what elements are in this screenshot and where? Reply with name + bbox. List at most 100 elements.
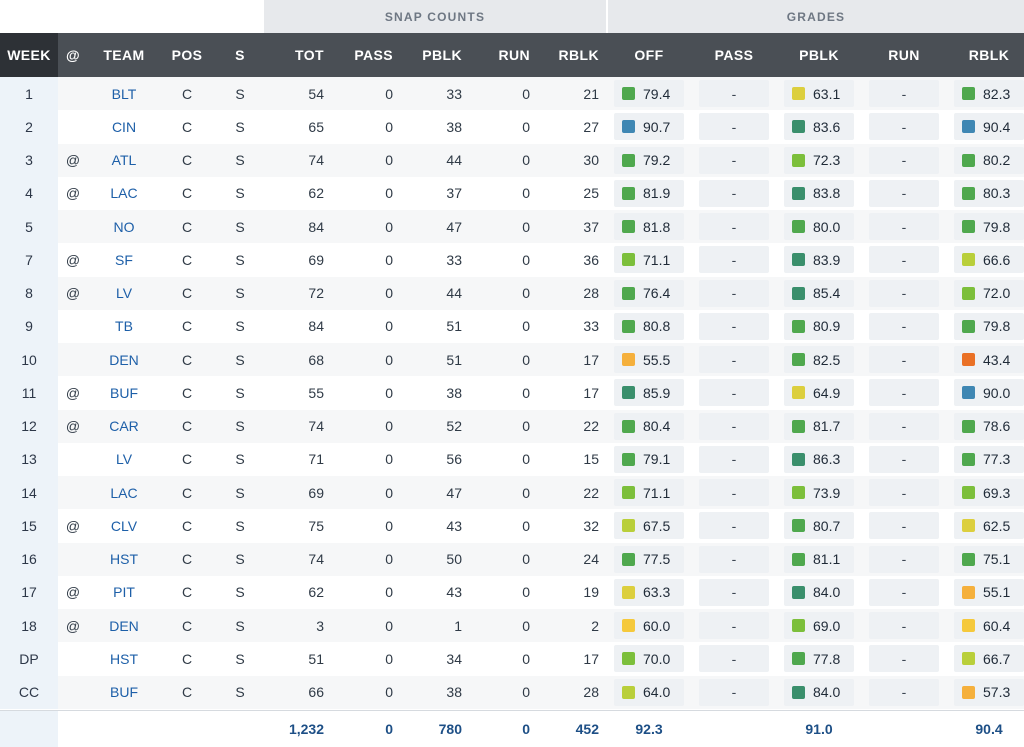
table-row[interactable]: 15 @ CLV C S 75 0 43 0 32 67.5 - 80.7 - 62.5 <box>0 509 1024 543</box>
table-row[interactable]: DP HST C S 51 0 34 0 17 70.0 - 77.8 - 66.7 <box>0 642 1024 676</box>
table-row[interactable]: 5 NO C S 84 0 47 0 37 81.8 - 80.0 - 79.8 <box>0 210 1024 244</box>
grade-rblk-cell: 79.8 <box>954 213 1024 240</box>
team-cell[interactable]: TB <box>115 318 133 335</box>
col-header-pos[interactable]: POS <box>171 47 203 63</box>
team-cell[interactable]: SF <box>115 251 133 268</box>
col-header-grade-rblk[interactable]: RBLK <box>968 47 1010 63</box>
pos-cell: C <box>181 152 193 169</box>
col-header-grade-off[interactable]: OFF <box>634 47 664 63</box>
snap-pblk-cell: 56 <box>446 451 462 468</box>
grade-off-cell: 60.0 <box>614 612 684 639</box>
grade-pass-cell: - <box>699 479 769 506</box>
s-cell: S <box>235 517 245 534</box>
grade-pass-cell: - <box>699 678 769 706</box>
grade-color-swatch <box>962 685 975 699</box>
grade-color-swatch <box>792 619 805 632</box>
grade-run-cell: - <box>869 678 939 706</box>
table-row[interactable]: 9 TB C S 84 0 51 0 33 80.8 - 80.9 - 79.8 <box>0 309 1024 343</box>
week-cell: 9 <box>0 309 58 343</box>
table-row[interactable]: 16 HST C S 74 0 50 0 24 77.5 - 81.1 - 75.1 <box>0 542 1024 576</box>
grade-pass-cell: - <box>699 312 769 340</box>
table-row[interactable]: 11 @ BUF C S 55 0 38 0 17 85.9 - 64.9 - 90.0 <box>0 376 1024 410</box>
table-row[interactable]: 3 @ ATL C S 74 0 44 0 30 79.2 - 72.3 - 80.2 <box>0 143 1024 177</box>
grade-color-swatch <box>622 386 635 400</box>
team-cell[interactable]: BUF <box>110 684 138 701</box>
grade-color-swatch <box>622 452 635 466</box>
grade-pblk-cell: 81.1 <box>784 545 854 573</box>
table-row[interactable]: 14 LAC C S 69 0 47 0 22 71.1 - 73.9 - 69.3 <box>0 476 1024 510</box>
col-header-snap-run[interactable]: RUN <box>498 47 530 63</box>
grade-color-swatch <box>622 585 635 599</box>
grade-rblk-cell: 72.0 <box>954 279 1024 307</box>
s-cell: S <box>235 152 245 169</box>
at-cell <box>58 210 88 243</box>
snap-pass-cell: 0 <box>385 451 393 468</box>
table-row[interactable]: 2 CIN C S 65 0 38 0 27 90.7 - 83.6 - 90.4 <box>0 110 1024 144</box>
team-cell[interactable]: PIT <box>113 584 135 601</box>
table-row[interactable]: 18 @ DEN C S 3 0 1 0 2 60.0 - 69.0 - 60.4 <box>0 609 1024 643</box>
grade-value: 71.1 <box>643 251 671 268</box>
table-row[interactable]: 8 @ LV C S 72 0 44 0 28 76.4 - 85.4 - 72.0 <box>0 276 1024 310</box>
table-row[interactable]: 17 @ PIT C S 62 0 43 0 19 63.3 - 84.0 - 55.1 <box>0 575 1024 609</box>
team-cell[interactable]: CLV <box>110 517 138 534</box>
team-cell[interactable]: LAC <box>110 185 138 202</box>
team-cell[interactable]: LAC <box>110 484 138 501</box>
col-header-snap-pblk[interactable]: PBLK <box>422 47 462 63</box>
col-header-week[interactable]: WEEK <box>0 33 58 77</box>
week-cell: 18 <box>0 609 58 643</box>
table-body: 1 BLT C S 54 0 33 0 21 79.4-63.1-82.3 2 CIN C S 65 0 38 0… <box>0 77 1024 709</box>
team-cell[interactable]: BUF <box>110 384 138 401</box>
team-cell[interactable]: BLT <box>111 85 137 102</box>
team-cell[interactable]: LV <box>115 451 133 468</box>
table-row[interactable]: 13 LV C S 71 0 56 0 15 79.1 - 86.3 - 77.3 <box>0 442 1024 476</box>
grade-value: 80.7 <box>813 517 841 534</box>
grade-pblk-cell: 72.3 <box>784 146 854 174</box>
col-header-grade-pblk[interactable]: PBLK <box>799 47 839 63</box>
table-row[interactable]: 7 @ SF C S 69 0 33 0 36 71.1 - 83.9 - 66.6 <box>0 243 1024 277</box>
grade-rblk-cell: 82.3 <box>954 80 1024 107</box>
grade-value: 83.6 <box>813 118 841 135</box>
s-cell: S <box>235 551 245 568</box>
grade-value: 73.9 <box>813 484 841 501</box>
col-header-tot[interactable]: TOT <box>295 47 324 63</box>
col-header-grade-run[interactable]: RUN <box>888 47 920 63</box>
tot-cell: 65 <box>308 118 324 135</box>
snap-pblk-cell: 33 <box>446 251 462 268</box>
team-cell[interactable]: HST <box>110 551 138 568</box>
week-cell: 2 <box>0 110 58 144</box>
col-header-team[interactable]: TEAM <box>103 47 145 63</box>
col-header-grade-pass[interactable]: PASS <box>714 47 754 63</box>
team-cell[interactable]: HST <box>110 650 138 667</box>
grade-off-cell: 80.8 <box>614 312 684 340</box>
grade-run-cell: - <box>869 479 939 506</box>
week-cell: 5 <box>0 210 58 244</box>
grade-value: 82.5 <box>813 351 841 368</box>
team-cell[interactable]: DEN <box>109 617 139 634</box>
col-header-at[interactable]: @ <box>65 47 81 63</box>
snap-pass-cell: 0 <box>385 684 393 701</box>
grade-run-cell: - <box>869 80 939 107</box>
team-cell[interactable]: CIN <box>111 118 137 135</box>
table-row[interactable]: 4 @ LAC C S 62 0 37 0 25 81.9 - 83.8 - 80.3 <box>0 176 1024 210</box>
team-cell[interactable]: NO <box>113 218 135 235</box>
tot-cell: 54 <box>308 85 324 102</box>
grade-run-cell: - <box>869 113 939 141</box>
grade-pblk-cell: 80.7 <box>784 512 854 540</box>
tot-cell: 72 <box>308 285 324 302</box>
table-row[interactable]: 12 @ CAR C S 74 0 52 0 22 80.4 - 81.7 - 78.6 <box>0 409 1024 443</box>
table-row[interactable]: CC BUF C S 66 0 38 0 28 64.0 - 84.0 - 57.3 <box>0 675 1024 709</box>
table-row[interactable]: 10 DEN C S 68 0 51 0 17 55.5 - 82.5 - 43.4 <box>0 343 1024 377</box>
grade-off-cell: 71.1 <box>614 246 684 274</box>
table-row[interactable]: 1 BLT C S 54 0 33 0 21 79.4 - 63.1 - 82.3 <box>0 77 1024 111</box>
grade-value: 63.1 <box>813 85 841 102</box>
team-cell[interactable]: LV <box>115 285 133 302</box>
week-cell: 17 <box>0 575 58 609</box>
team-cell[interactable]: DEN <box>109 351 139 368</box>
col-header-snap-pass[interactable]: PASS <box>354 47 393 63</box>
grade-rblk-cell: 55.1 <box>954 578 1024 606</box>
team-cell[interactable]: ATL <box>111 152 137 169</box>
col-header-s[interactable]: S <box>235 47 245 63</box>
col-header-snap-rblk[interactable]: RBLK <box>558 47 599 63</box>
grade-color-swatch <box>622 486 635 499</box>
team-cell[interactable]: CAR <box>109 418 139 435</box>
